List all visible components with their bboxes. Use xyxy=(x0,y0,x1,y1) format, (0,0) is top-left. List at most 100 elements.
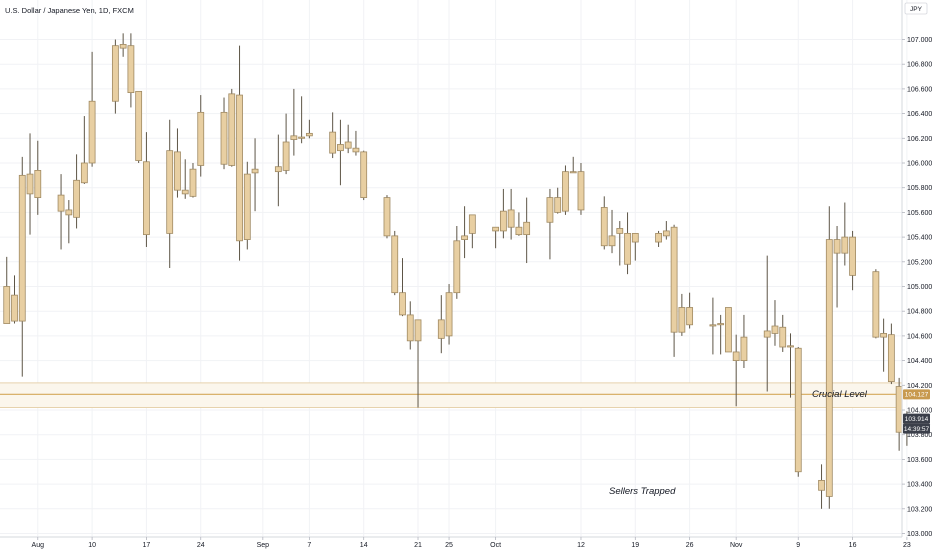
candle[interactable] xyxy=(414,319,422,408)
candle[interactable] xyxy=(298,96,306,144)
candles[interactable] xyxy=(3,33,911,509)
candle[interactable] xyxy=(305,119,313,139)
candle-body xyxy=(678,307,686,333)
candle[interactable] xyxy=(65,200,73,244)
candle[interactable] xyxy=(360,150,368,201)
price-axis[interactable]: 107.000 106.800 106.600 106.400 106.200 106.0… xyxy=(902,37,932,538)
candle[interactable] xyxy=(794,347,802,477)
price-axis-tick-label: 105.600 xyxy=(907,210,932,217)
candle[interactable] xyxy=(445,284,453,345)
candle[interactable] xyxy=(26,133,34,235)
candle[interactable] xyxy=(111,39,119,114)
candle[interactable] xyxy=(825,206,833,509)
candle[interactable] xyxy=(80,116,88,184)
candle[interactable] xyxy=(569,156,577,174)
candle-body xyxy=(290,135,298,140)
candle-body xyxy=(305,132,313,137)
candle[interactable] xyxy=(515,212,523,236)
candle[interactable] xyxy=(686,292,694,329)
candle[interactable] xyxy=(740,314,748,369)
candle[interactable] xyxy=(399,258,406,317)
candle[interactable] xyxy=(624,212,631,275)
candle[interactable] xyxy=(18,156,26,377)
candle[interactable] xyxy=(662,221,670,240)
candle[interactable] xyxy=(507,188,515,240)
candle[interactable] xyxy=(352,130,360,156)
candle[interactable] xyxy=(468,214,476,249)
candle[interactable] xyxy=(119,33,127,57)
candle[interactable] xyxy=(461,206,468,259)
candle[interactable] xyxy=(523,197,531,264)
candle[interactable] xyxy=(546,188,554,260)
candle[interactable] xyxy=(127,33,135,108)
candle[interactable] xyxy=(616,221,624,266)
candle[interactable] xyxy=(197,95,205,177)
candle[interactable] xyxy=(143,132,150,247)
candle[interactable] xyxy=(88,51,96,167)
candle[interactable] xyxy=(499,188,507,239)
candle[interactable] xyxy=(818,464,825,509)
candle[interactable] xyxy=(329,112,337,159)
candle[interactable] xyxy=(763,255,771,392)
time-axis-tick-label: Sep xyxy=(257,542,270,549)
candle[interactable] xyxy=(872,269,880,339)
candle[interactable] xyxy=(787,333,794,398)
candle[interactable] xyxy=(57,174,65,250)
candle[interactable] xyxy=(73,154,80,229)
candle-body xyxy=(546,197,554,223)
candle[interactable] xyxy=(608,209,616,254)
candle[interactable] xyxy=(732,334,740,407)
candle[interactable] xyxy=(562,165,569,215)
candle[interactable] xyxy=(725,307,732,353)
candle-body xyxy=(763,330,771,338)
candle[interactable] xyxy=(709,297,717,355)
candle[interactable] xyxy=(670,224,678,357)
candle[interactable] xyxy=(243,161,251,250)
time-axis[interactable]: Aug101724Sep7142125Oct121926Nov91623Dec7 xyxy=(32,537,932,549)
candle[interactable] xyxy=(344,124,352,154)
candle[interactable] xyxy=(251,138,259,212)
candle[interactable] xyxy=(383,195,391,239)
candle[interactable] xyxy=(849,230,856,291)
candle-body xyxy=(111,45,119,102)
candle[interactable] xyxy=(236,45,243,261)
candle[interactable] xyxy=(166,119,174,268)
candle[interactable] xyxy=(437,295,445,354)
candle[interactable] xyxy=(577,163,585,215)
candle[interactable] xyxy=(290,88,298,156)
candle[interactable] xyxy=(717,314,725,355)
candle[interactable] xyxy=(337,119,344,186)
candle[interactable] xyxy=(880,318,888,372)
candle[interactable] xyxy=(135,90,143,163)
candle[interactable] xyxy=(34,140,42,215)
candle[interactable] xyxy=(391,230,399,296)
candle[interactable] xyxy=(554,187,562,214)
time-axis-tick-label: 16 xyxy=(849,542,857,549)
candle[interactable] xyxy=(228,88,236,167)
candle[interactable] xyxy=(771,300,779,346)
candle[interactable] xyxy=(406,301,414,350)
candle[interactable] xyxy=(631,232,639,261)
candle[interactable] xyxy=(600,196,608,250)
candle[interactable] xyxy=(282,113,290,175)
candle-body xyxy=(251,168,259,174)
candle[interactable] xyxy=(841,202,849,266)
candle[interactable] xyxy=(181,159,189,199)
candle[interactable] xyxy=(174,128,181,198)
candle[interactable] xyxy=(274,134,282,207)
candle[interactable] xyxy=(492,226,500,249)
candle[interactable] xyxy=(655,230,662,247)
candle[interactable] xyxy=(779,314,787,352)
candle-body xyxy=(166,150,174,234)
candle[interactable] xyxy=(678,293,686,336)
currency-label-box[interactable] xyxy=(904,2,928,15)
candle[interactable] xyxy=(189,163,197,198)
candle[interactable] xyxy=(3,256,11,324)
candle[interactable] xyxy=(833,225,841,308)
candle[interactable] xyxy=(220,97,228,170)
candle[interactable] xyxy=(11,275,18,324)
candle-body xyxy=(507,209,515,228)
candle[interactable] xyxy=(887,323,895,385)
candle[interactable] xyxy=(453,225,461,299)
